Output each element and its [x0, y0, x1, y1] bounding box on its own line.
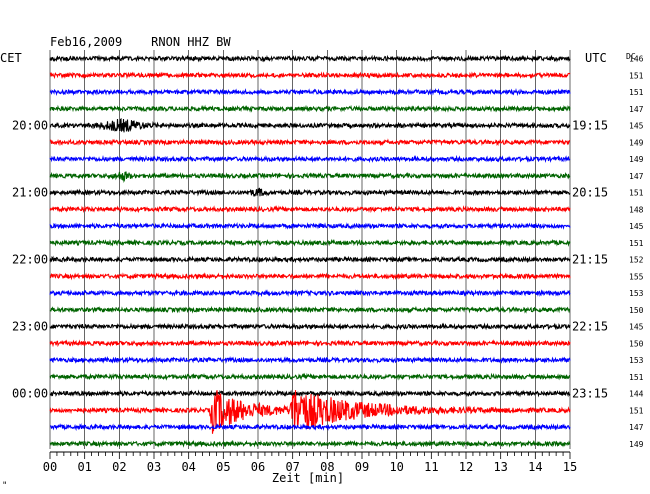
cet-time-label-12: 22:00	[12, 253, 48, 267]
x-tick-label-14: 14	[528, 460, 542, 474]
right-axis-label-utc: UTC	[585, 51, 607, 65]
utc-time-label-20: 23:15	[572, 387, 608, 401]
trace-row-5	[49, 138, 571, 147]
dc-offset-label-9: 148	[629, 205, 644, 214]
dc-offset-label-5: 149	[629, 138, 644, 147]
x-tick-label-11: 11	[424, 460, 438, 474]
utc-time-label-12: 21:15	[572, 253, 608, 267]
dc-offset-label-8: 151	[629, 189, 644, 198]
dc-offset-label-11: 151	[629, 239, 644, 248]
dc-offset-label-15: 150	[629, 306, 644, 315]
dc-offset-label-20: 144	[629, 390, 644, 399]
trace-row-7	[49, 171, 571, 183]
dc-offset-label-0: 146	[629, 55, 644, 64]
x-tick-label-03: 03	[147, 460, 161, 474]
x-tick-label-01: 01	[77, 460, 91, 474]
axis-layer: 20:00 21:00 22:00 23:00 00:00 19:15 20:15 21:15…	[12, 55, 644, 475]
trace-row-15	[49, 305, 571, 314]
trace-row-6	[49, 154, 571, 164]
x-tick-label-05: 05	[216, 460, 230, 474]
dc-offset-label-6: 149	[629, 155, 644, 164]
dc-offset-label-12: 152	[629, 256, 644, 265]
x-tick-label-06: 06	[251, 460, 265, 474]
dc-offset-label-3: 147	[629, 105, 644, 114]
cet-time-label-4: 20:00	[12, 119, 48, 133]
trace-row-16	[49, 322, 571, 331]
trace-row-1	[49, 71, 571, 80]
dc-offset-label-17: 150	[629, 339, 644, 348]
trace-row-4	[49, 117, 571, 133]
trace-row-0	[49, 54, 571, 63]
dc-offset-label-7: 147	[629, 172, 644, 181]
trace-row-20	[49, 389, 571, 398]
cet-time-label-8: 21:00	[12, 186, 48, 200]
x-tick-label-13: 13	[493, 460, 507, 474]
corner-mark: "	[2, 481, 7, 491]
dc-offset-label-16: 145	[629, 323, 644, 332]
utc-time-label-4: 19:15	[572, 119, 608, 133]
dc-offset-label-22: 147	[629, 423, 644, 432]
dc-offset-label-4: 145	[629, 122, 644, 131]
trace-row-14	[49, 289, 571, 298]
trace-row-12	[49, 255, 571, 264]
dc-offset-label-19: 151	[629, 373, 644, 382]
dc-column-header: DC	[626, 52, 636, 61]
trace-row-17	[49, 339, 571, 348]
utc-time-label-16: 22:15	[572, 320, 608, 334]
utc-time-label-8: 20:15	[572, 186, 608, 200]
left-axis-label-cet: CET	[0, 51, 22, 65]
x-tick-label-10: 10	[389, 460, 403, 474]
trace-layer	[49, 54, 571, 448]
cet-time-label-20: 00:00	[12, 387, 48, 401]
dc-offset-label-14: 153	[629, 289, 644, 298]
x-tick-label-00: 00	[43, 460, 57, 474]
x-tick-label-07: 07	[285, 460, 299, 474]
trace-row-11	[49, 238, 571, 247]
trace-row-19	[49, 372, 571, 381]
x-tick-label-08: 08	[320, 460, 334, 474]
cet-time-label-16: 23:00	[12, 320, 48, 334]
trace-row-22	[49, 422, 571, 432]
trace-row-18	[49, 355, 571, 365]
trace-row-3	[49, 104, 571, 113]
x-tick-label-02: 02	[112, 460, 126, 474]
dc-offset-label-23: 149	[629, 440, 644, 449]
trace-row-2	[49, 87, 571, 97]
dc-offset-label-2: 151	[629, 88, 644, 97]
trace-row-8	[49, 187, 571, 197]
x-tick-label-09: 09	[355, 460, 369, 474]
grid-layer	[49, 50, 571, 449]
x-tick-label-04: 04	[181, 460, 195, 474]
trace-row-23	[49, 439, 571, 448]
x-tick-label-15: 15	[563, 460, 577, 474]
dc-offset-label-1: 151	[629, 71, 644, 80]
trace-row-9	[49, 205, 571, 214]
x-tick-label-12: 12	[459, 460, 473, 474]
chart-title: Feb16,2009 RNON HHZ BW	[50, 35, 231, 49]
trace-row-21	[49, 390, 571, 434]
trace-row-10	[49, 221, 571, 231]
x-axis-label: Zeit [min]	[272, 471, 344, 485]
trace-row-13	[49, 272, 571, 281]
dc-offset-label-10: 145	[629, 222, 644, 231]
dc-offset-label-18: 153	[629, 356, 644, 365]
dc-offset-label-13: 155	[629, 272, 644, 281]
dc-offset-label-21: 151	[629, 406, 644, 415]
